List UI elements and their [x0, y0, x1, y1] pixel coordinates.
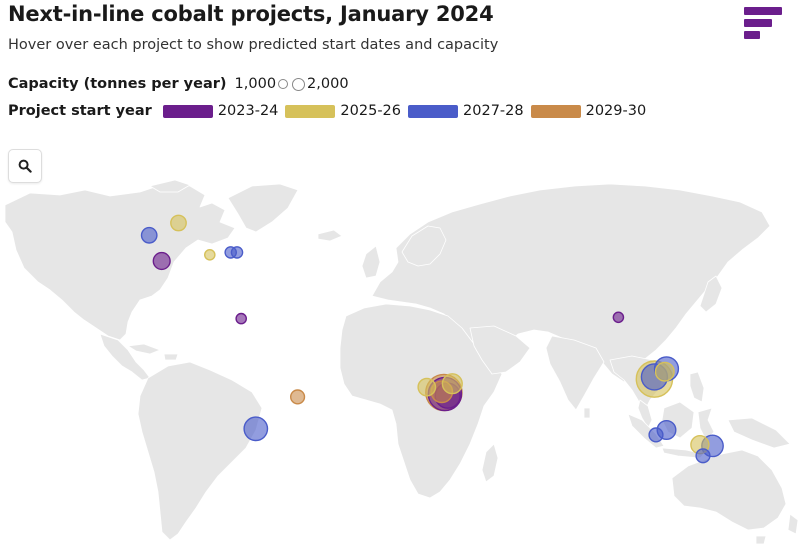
year-legend-item-label: 2023-24 — [217, 103, 279, 119]
project-bubble[interactable] — [140, 226, 158, 244]
year-legend: Project start year 2023-24 2025-26 2027-… — [8, 103, 650, 119]
page-subtitle: Hover over each project to show predicte… — [8, 37, 499, 53]
year-swatch-2027-28 — [408, 104, 459, 118]
project-bubble[interactable] — [230, 246, 244, 259]
land-australia — [671, 449, 787, 531]
year-legend-item: 2029-30 — [528, 103, 647, 119]
land-sulawesi — [697, 407, 715, 441]
project-bubble[interactable] — [441, 373, 463, 395]
land-sri-lanka — [583, 407, 591, 419]
world-map[interactable] — [0, 180, 800, 544]
land-south-america — [137, 361, 263, 541]
project-bubble[interactable] — [235, 312, 247, 325]
land-cuba — [127, 343, 161, 355]
search-icon — [18, 159, 32, 173]
project-bubble[interactable] — [612, 311, 625, 324]
land-india — [545, 335, 605, 411]
capacity-legend: Capacity (tonnes per year) 1,000 2,000 — [8, 76, 349, 92]
land-japan — [699, 275, 723, 313]
capacity-legend-label: Capacity (tonnes per year) — [8, 76, 227, 92]
land-north-america — [4, 181, 236, 341]
land-greenland — [227, 183, 299, 233]
brand-logo — [744, 7, 782, 39]
land-philippines — [689, 371, 705, 403]
project-bubble[interactable] — [290, 389, 306, 405]
land-arabia — [469, 325, 531, 375]
land-british-isles — [361, 245, 381, 279]
project-bubbles[interactable] — [140, 214, 724, 464]
year-legend-item: 2023-24 — [160, 103, 279, 119]
land-madagascar — [481, 443, 499, 483]
land-layer — [4, 180, 799, 544]
year-swatch-2029-30 — [530, 104, 581, 118]
project-bubble[interactable] — [170, 214, 187, 232]
project-bubble[interactable] — [654, 361, 675, 382]
land-tasmania — [755, 535, 767, 544]
land-arctic-islands — [149, 180, 191, 193]
zoom-search-button[interactable] — [8, 149, 42, 183]
year-swatch-2023-24 — [162, 104, 213, 118]
land-new-zealand — [787, 513, 799, 535]
capacity-small-circle — [278, 79, 289, 89]
land-central-america — [99, 333, 151, 381]
land-hispaniola — [163, 353, 179, 361]
land-iceland — [317, 229, 343, 242]
project-bubble[interactable] — [152, 251, 171, 271]
page-title: Next-in-line cobalt projects, January 20… — [8, 2, 494, 26]
year-legend-item-label: 2025-26 — [340, 103, 402, 119]
year-legend-item: 2027-28 — [405, 103, 524, 119]
year-legend-item: 2025-26 — [282, 103, 401, 119]
project-bubble[interactable] — [203, 248, 216, 261]
capacity-large-circle — [292, 77, 306, 91]
year-swatch-2025-26 — [285, 104, 336, 118]
capacity-small-value: 1,000 — [234, 76, 277, 92]
capacity-legend-large: 2,000 — [290, 76, 349, 92]
project-bubble[interactable] — [243, 416, 269, 442]
capacity-legend-small: 1,000 — [235, 76, 291, 92]
year-legend-item-label: 2027-28 — [463, 103, 524, 119]
project-bubble[interactable] — [648, 427, 664, 443]
year-legend-label: Project start year — [8, 103, 152, 119]
capacity-large-value: 2,000 — [307, 76, 349, 92]
land-africa — [339, 303, 503, 499]
land-new-guinea — [727, 417, 791, 449]
land-scandinavia — [401, 225, 447, 267]
year-legend-item-label: 2029-30 — [585, 103, 647, 119]
project-bubble[interactable] — [695, 448, 711, 464]
project-bubble[interactable] — [417, 377, 437, 397]
